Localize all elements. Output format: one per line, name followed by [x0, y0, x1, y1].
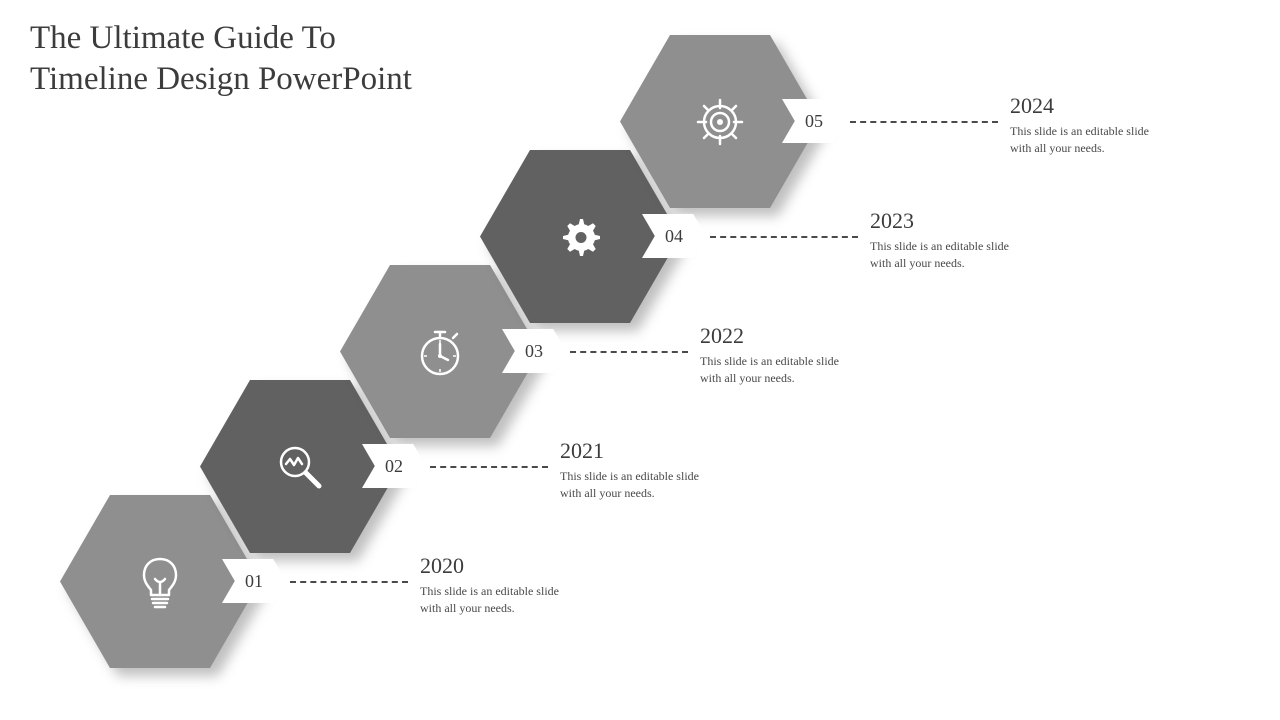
step-desc-line: with all your needs.: [1010, 140, 1149, 157]
step-number: 03: [525, 341, 543, 362]
title-line-1: The Ultimate Guide To: [30, 20, 336, 56]
step-desc-line: with all your needs.: [700, 370, 839, 387]
stopwatch-icon: [417, 326, 463, 378]
step-year: 2022: [700, 323, 839, 349]
step-year: 2021: [560, 438, 699, 464]
step-text-block: 2024 This slide is an editable slidewith …: [1010, 93, 1149, 157]
slide-canvas: The Ultimate Guide To Timeline Design Po…: [0, 0, 1280, 720]
step-text-block: 2022 This slide is an editable slidewith …: [700, 323, 839, 387]
step-desc-line: with all your needs.: [560, 485, 699, 502]
step-desc-line: This slide is an editable slide: [700, 353, 839, 370]
step-text-block: 2020 This slide is an editable slidewith …: [420, 553, 559, 617]
step-desc-line: This slide is an editable slide: [560, 468, 699, 485]
connector-dash: [290, 581, 408, 583]
step-text-block: 2023 This slide is an editable slidewith …: [870, 208, 1009, 272]
step-number: 01: [245, 571, 263, 592]
step-number: 04: [665, 226, 683, 247]
hexagon-step-05: [620, 35, 820, 208]
slide-title: The Ultimate Guide To Timeline Design Po…: [30, 18, 412, 101]
hexagon-shape: [620, 35, 820, 208]
gear-icon: [559, 216, 601, 258]
step-desc-line: This slide is an editable slide: [420, 583, 559, 600]
connector-dash: [710, 236, 858, 238]
step-desc-line: This slide is an editable slide: [870, 238, 1009, 255]
search-icon: [275, 442, 325, 492]
bulb-icon: [138, 555, 182, 609]
connector-dash: [570, 351, 688, 353]
step-year: 2020: [420, 553, 559, 579]
title-line-2: Timeline Design PowerPoint: [30, 61, 412, 97]
step-text-block: 2021 This slide is an editable slidewith …: [560, 438, 699, 502]
target-icon: [696, 98, 744, 146]
step-number: 02: [385, 456, 403, 477]
connector-dash: [430, 466, 548, 468]
step-year: 2024: [1010, 93, 1149, 119]
step-desc-line: with all your needs.: [870, 255, 1009, 272]
step-year: 2023: [870, 208, 1009, 234]
step-desc-line: This slide is an editable slide: [1010, 123, 1149, 140]
step-desc-line: with all your needs.: [420, 600, 559, 617]
step-number: 05: [805, 111, 823, 132]
connector-dash: [850, 121, 998, 123]
